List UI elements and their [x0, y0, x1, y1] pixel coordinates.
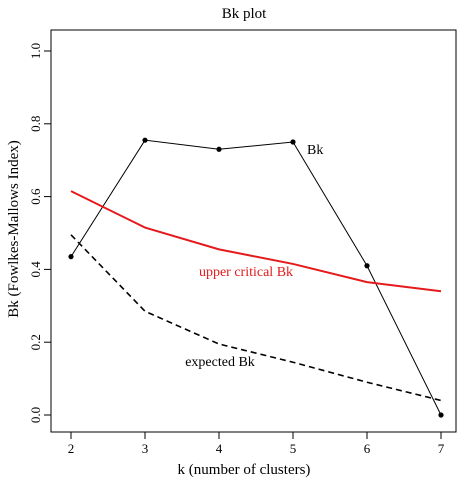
y-tick-label: 0.6 [28, 188, 43, 205]
series-label-3: expected Bk [185, 355, 255, 370]
series-line-2 [70, 190, 442, 293]
x-tick-label: 3 [142, 441, 149, 456]
series-labels: Bk upper critical Bk expected Bk [185, 143, 323, 370]
x-tick-label: 4 [216, 441, 223, 456]
x-axis-label: k (number of clusters) [178, 462, 311, 478]
series-line-1 [70, 139, 442, 416]
data-point [290, 139, 296, 145]
y-axis-label: Bk (Fowlkes-Mallows Index) [6, 140, 22, 317]
y-tick-label: 1.0 [28, 43, 43, 59]
series-label-1: Bk [307, 143, 323, 158]
chart-title: Bk plot [222, 6, 267, 22]
x-axis: 2 3 4 5 6 7 [68, 432, 445, 456]
data-point [142, 137, 148, 143]
x-tick-label: 7 [438, 441, 445, 456]
y-tick-label: 0.4 [28, 261, 43, 278]
x-tick-label: 5 [290, 441, 297, 456]
y-tick-label: 0.8 [28, 116, 43, 132]
series-label-2: upper critical Bk [199, 265, 293, 280]
series-layer [68, 137, 444, 418]
y-tick-label: 0.2 [28, 334, 43, 350]
data-point [364, 263, 370, 269]
plot-frame [50, 29, 457, 433]
y-axis: 0.0 0.2 0.4 0.6 0.8 1.0 [28, 43, 51, 423]
data-point [216, 146, 222, 152]
data-point [68, 254, 74, 260]
x-tick-label: 6 [364, 441, 371, 456]
series-line-3 [70, 234, 442, 402]
y-tick-label: 0.0 [28, 407, 43, 423]
x-tick-label: 2 [68, 441, 75, 456]
data-point [438, 412, 444, 418]
